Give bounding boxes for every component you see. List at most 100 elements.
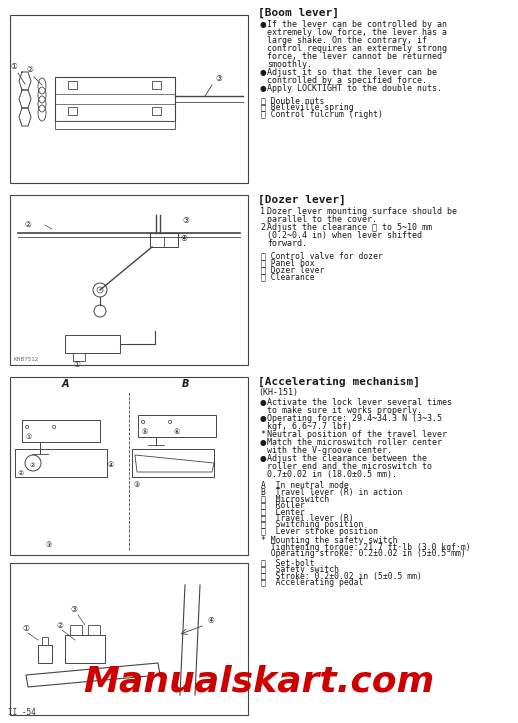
Text: ③ Control fulcrum (right): ③ Control fulcrum (right) (261, 110, 383, 119)
Bar (55, 121, 175, 129)
Text: B: B (181, 379, 189, 389)
Text: ●: ● (260, 398, 267, 407)
Text: ②: ② (56, 621, 63, 630)
Bar (88, 625, 100, 635)
Text: ③: ③ (182, 216, 189, 225)
Text: * Mounting the safety switch: * Mounting the safety switch (261, 536, 397, 545)
Text: force, the lever cannot be returned: force, the lever cannot be returned (267, 52, 442, 61)
Text: extremely low force, the lever has a: extremely low force, the lever has a (267, 28, 447, 37)
Bar (70, 625, 82, 635)
Text: ⑤  Switching position: ⑤ Switching position (261, 520, 363, 529)
Text: ④ Clearance: ④ Clearance (261, 272, 314, 281)
Text: KHB7512: KHB7512 (14, 357, 39, 362)
Text: ③: ③ (215, 74, 222, 83)
Text: Operating force: 29.4~34.3 N (3~3.5: Operating force: 29.4~34.3 N (3~3.5 (267, 414, 442, 423)
Text: Match the microswitch roller center: Match the microswitch roller center (267, 438, 442, 447)
Text: Apply LOCKTIGHT to the double nuts.: Apply LOCKTIGHT to the double nuts. (267, 84, 442, 93)
Text: ●: ● (260, 454, 267, 463)
Text: ①  Microswitch: ① Microswitch (261, 494, 329, 503)
Bar (152, 81, 161, 89)
Bar (68, 81, 77, 89)
Bar (42, 637, 48, 645)
Text: o: o (52, 424, 56, 430)
Text: ①: ① (73, 360, 80, 369)
Bar (10, 377, 248, 555)
Text: ② Panel box: ② Panel box (261, 258, 314, 267)
Bar (138, 415, 216, 437)
Text: Activate the lock lever several times: Activate the lock lever several times (267, 398, 452, 407)
Text: with the V-groove center.: with the V-groove center. (267, 446, 392, 455)
Text: ① Control valve for dozer: ① Control valve for dozer (261, 251, 383, 260)
Text: ④: ④ (107, 462, 113, 468)
Text: (KH-151): (KH-151) (258, 388, 298, 397)
Text: [Boom lever]: [Boom lever] (258, 8, 339, 18)
Text: If the lever can be controlled by an: If the lever can be controlled by an (267, 20, 447, 29)
Text: ①: ① (25, 434, 31, 440)
Text: controlled by a specified force.: controlled by a specified force. (267, 76, 427, 85)
Text: Manualskart.com: Manualskart.com (83, 664, 435, 698)
Text: 0.7±0.02 in (18.0±0.5 mm).: 0.7±0.02 in (18.0±0.5 mm). (267, 470, 397, 479)
Text: ③  Center: ③ Center (261, 507, 305, 516)
Text: ⑥  Lever stroke position: ⑥ Lever stroke position (261, 526, 378, 536)
Bar (15, 449, 107, 477)
Text: control requires an extermely strong: control requires an extermely strong (267, 44, 447, 53)
Text: [Accelerating mechanism]: [Accelerating mechanism] (258, 377, 420, 388)
Text: Neutral position of the travel lever: Neutral position of the travel lever (267, 430, 447, 439)
Text: to make sure it works properly.: to make sure it works properly. (267, 406, 422, 415)
Text: ② Belleville spring: ② Belleville spring (261, 103, 354, 112)
Text: (0.2~0.4 in) when lever shifted: (0.2~0.4 in) when lever shifted (267, 231, 422, 240)
Text: ②: ② (24, 220, 31, 229)
Text: ②: ② (26, 65, 34, 74)
Text: kgf, 6.6~7.7 lbf): kgf, 6.6~7.7 lbf) (267, 422, 352, 431)
Text: ②  Safety switch: ② Safety switch (261, 565, 339, 574)
Text: *: * (260, 430, 265, 439)
Bar (152, 107, 161, 115)
Text: A: A (61, 379, 69, 389)
Text: ●: ● (260, 414, 267, 423)
Text: parallel to the cover.: parallel to the cover. (267, 215, 377, 224)
Text: Dozer lever mounting surface should be: Dozer lever mounting surface should be (267, 207, 457, 216)
Text: o: o (25, 424, 29, 430)
Text: ⑤: ⑤ (141, 429, 147, 435)
Text: 2.: 2. (260, 223, 270, 232)
Bar (73, 353, 85, 361)
Text: ⑥: ⑥ (174, 429, 180, 435)
Text: ①  Set-bolt: ① Set-bolt (261, 558, 314, 568)
Text: ④  Travel lever (R): ④ Travel lever (R) (261, 513, 354, 523)
Text: ① Double nuts: ① Double nuts (261, 96, 324, 105)
Bar (65, 335, 120, 353)
Text: ●: ● (260, 68, 267, 77)
Text: large shake. On the contrary, if: large shake. On the contrary, if (267, 36, 427, 45)
Bar (10, 15, 248, 183)
Bar (150, 233, 178, 247)
Text: ③: ③ (134, 482, 140, 488)
Text: ●: ● (260, 438, 267, 447)
Bar (10, 563, 248, 715)
Text: A  In neutral mode: A In neutral mode (261, 481, 349, 490)
Text: ①: ① (10, 62, 18, 71)
Text: o: o (141, 419, 145, 425)
Text: ①: ① (22, 624, 29, 633)
Bar (68, 107, 77, 115)
Text: ③: ③ (70, 605, 77, 614)
Text: ②: ② (29, 463, 35, 468)
Text: Adjust it so that the lever can be: Adjust it so that the lever can be (267, 68, 437, 77)
Bar (55, 77, 175, 121)
Text: Operating stroke: 0.2±0.02 in (5±0.5 mm): Operating stroke: 0.2±0.02 in (5±0.5 mm) (261, 549, 466, 558)
Text: ③ Dozer lever: ③ Dozer lever (261, 265, 324, 274)
Text: o: o (168, 419, 172, 425)
Text: ④: ④ (207, 616, 214, 625)
Text: ③  Stroke: 0.2±0.02 in (5±0.5 mm): ③ Stroke: 0.2±0.02 in (5±0.5 mm) (261, 571, 422, 581)
Text: Adjust the clearance ④ to 5~10 mm: Adjust the clearance ④ to 5~10 mm (267, 223, 432, 232)
Text: ③: ③ (45, 542, 51, 548)
Text: forward.: forward. (267, 239, 307, 248)
Text: ②  Roller: ② Roller (261, 500, 305, 510)
Bar (10, 195, 248, 365)
Text: 1.: 1. (260, 207, 270, 216)
Text: roller end and the microswitch to: roller end and the microswitch to (267, 462, 432, 471)
Text: B  Travel lever (R) in action: B Travel lever (R) in action (261, 487, 402, 497)
Bar (22, 420, 100, 442)
Text: smoothly.: smoothly. (267, 60, 312, 69)
Text: ●: ● (260, 20, 267, 29)
Text: Tightening torque: 21.7 ft·lb (3.0 kgf·m): Tightening torque: 21.7 ft·lb (3.0 kgf·m… (261, 542, 471, 552)
